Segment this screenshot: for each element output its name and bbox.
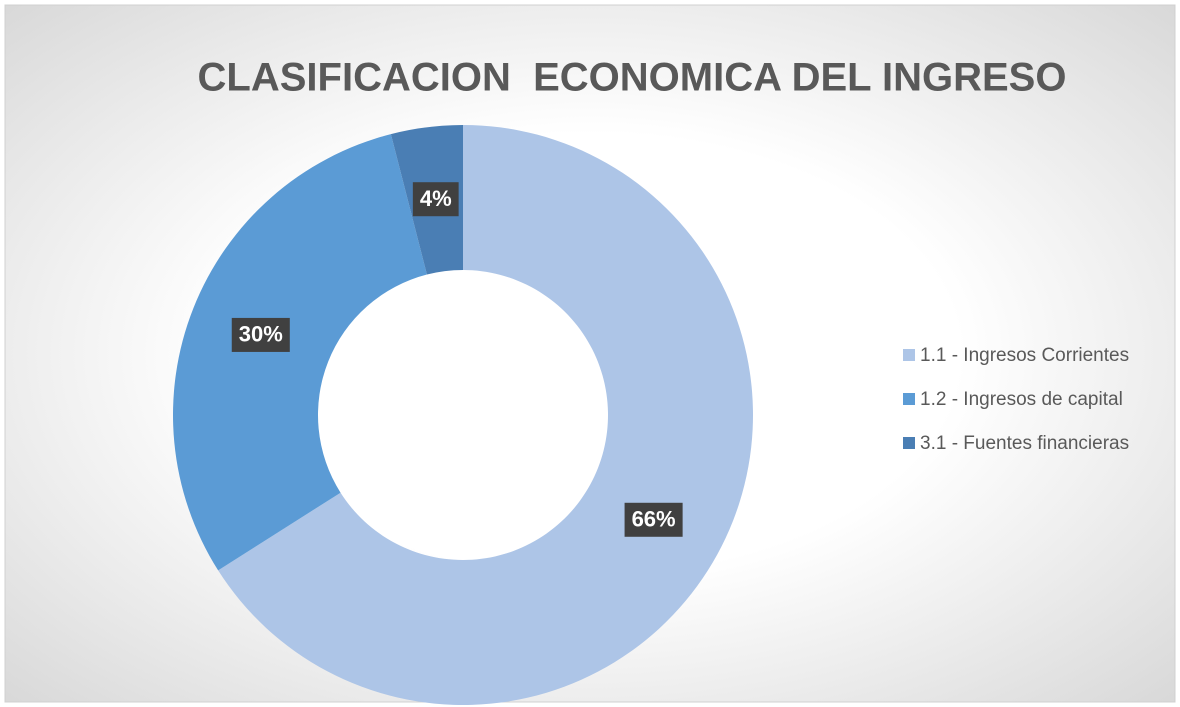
data-label-box xyxy=(412,182,459,217)
donut-slice xyxy=(172,134,427,571)
legend-label: 3.1 - Fuentes financieras xyxy=(920,433,1129,454)
donut-slice xyxy=(218,125,754,706)
data-label-text: 66% xyxy=(632,507,676,532)
chart-title: CLASIFICACION ECONOMICA DEL INGRESO xyxy=(198,56,1067,100)
data-label-text: 4% xyxy=(420,186,452,211)
data-label-box xyxy=(231,317,290,352)
legend-swatch xyxy=(903,393,915,405)
legend-label: 1.1 - Ingresos Corrientes xyxy=(920,345,1129,366)
data-label: 66% xyxy=(624,502,683,537)
legend-swatch xyxy=(903,349,915,361)
data-label-box xyxy=(624,502,683,537)
legend-label: 1.2 - Ingresos de capital xyxy=(920,389,1123,410)
data-label: 4% xyxy=(412,182,459,217)
data-label: 30% xyxy=(231,317,290,352)
data-label-text: 30% xyxy=(239,322,283,347)
legend-swatch xyxy=(903,437,915,449)
